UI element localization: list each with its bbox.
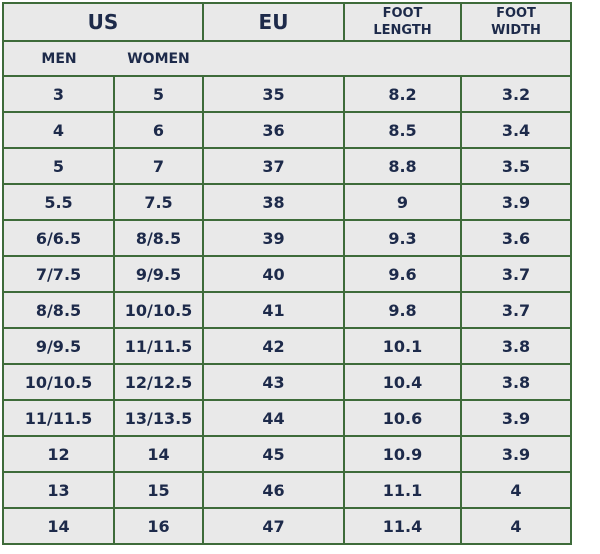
us-women-cell: 12/12.5 — [113, 363, 204, 401]
us-men-cell: 7/7.5 — [2, 255, 115, 293]
us-women-cell: 6 — [113, 111, 204, 149]
foot-width-cell: 3.8 — [460, 327, 572, 365]
us-men-cell: 8/8.5 — [2, 291, 115, 329]
foot-length-cell: 10.4 — [343, 363, 462, 401]
foot-width-cell: 3.9 — [460, 183, 572, 221]
size-row: 5.5 7.5 38 9 3.9 — [2, 183, 572, 221]
us-men-cell: 14 — [2, 507, 115, 545]
size-row: 9/9.5 11/11.5 42 10.1 3.8 — [2, 327, 572, 365]
size-row: 4 6 36 8.5 3.4 — [2, 111, 572, 149]
us-men-cell: 6/6.5 — [2, 219, 115, 257]
foot-length-cell: 9.3 — [343, 219, 462, 257]
foot-length-cell: 8.5 — [343, 111, 462, 149]
eu-cell: 40 — [202, 255, 345, 293]
foot-length-cell: 8.2 — [343, 75, 462, 113]
us-women-cell: 10/10.5 — [113, 291, 204, 329]
us-men-cell: 5.5 — [2, 183, 115, 221]
eu-cell: 45 — [202, 435, 345, 473]
us-men-cell: 9/9.5 — [2, 327, 115, 365]
foot-width-cell: 4 — [460, 471, 572, 509]
size-row: 3 5 35 8.2 3.2 — [2, 75, 572, 113]
foot-width-cell: 4 — [460, 507, 572, 545]
size-row: 8/8.5 10/10.5 41 9.8 3.7 — [2, 291, 572, 329]
eu-cell: 42 — [202, 327, 345, 365]
us-men-cell: 4 — [2, 111, 115, 149]
us-men-cell: 13 — [2, 471, 115, 509]
foot-length-cell: 11.4 — [343, 507, 462, 545]
us-men-cell: 5 — [2, 147, 115, 185]
us-men-cell: 10/10.5 — [2, 363, 115, 401]
eu-cell: 44 — [202, 399, 345, 437]
size-chart: US EU FOOT LENGTH FOOT WIDTH MEN WOMEN 3… — [2, 2, 572, 545]
us-men-cell: 12 — [2, 435, 115, 473]
size-row: 14 16 47 11.4 4 — [2, 507, 572, 545]
foot-length-cell: 9.6 — [343, 255, 462, 293]
us-women-cell: 14 — [113, 435, 204, 473]
us-women-cell: 15 — [113, 471, 204, 509]
header-foot-length: FOOT LENGTH — [343, 2, 462, 42]
foot-length-cell: 10.6 — [343, 399, 462, 437]
foot-width-cell: 3.9 — [460, 399, 572, 437]
us-women-cell: 13/13.5 — [113, 399, 204, 437]
us-men-cell: 3 — [2, 75, 115, 113]
eu-cell: 47 — [202, 507, 345, 545]
foot-width-cell: 3.7 — [460, 291, 572, 329]
us-women-cell: 5 — [113, 75, 204, 113]
us-women-cell: 7 — [113, 147, 204, 185]
foot-length-cell: 8.8 — [343, 147, 462, 185]
foot-width-cell: 3.2 — [460, 75, 572, 113]
foot-width-cell: 3.9 — [460, 435, 572, 473]
subheader-empty — [203, 40, 572, 77]
foot-length-cell: 10.1 — [343, 327, 462, 365]
foot-length-cell: 11.1 — [343, 471, 462, 509]
header-us: US — [2, 2, 204, 42]
header-foot-width: FOOT WIDTH — [460, 2, 572, 42]
us-women-cell: 16 — [113, 507, 204, 545]
size-row: 12 14 45 10.9 3.9 — [2, 435, 572, 473]
eu-cell: 35 — [202, 75, 345, 113]
foot-width-cell: 3.4 — [460, 111, 572, 149]
subheader-men: MEN — [2, 40, 114, 77]
eu-cell: 38 — [202, 183, 345, 221]
eu-cell: 43 — [202, 363, 345, 401]
eu-cell: 39 — [202, 219, 345, 257]
header-text: FOOT LENGTH — [373, 6, 432, 38]
subheader-women: WOMEN — [114, 40, 203, 77]
foot-length-cell: 10.9 — [343, 435, 462, 473]
size-row: 6/6.5 8/8.5 39 9.3 3.6 — [2, 219, 572, 257]
foot-width-cell: 3.6 — [460, 219, 572, 257]
foot-width-cell: 3.5 — [460, 147, 572, 185]
header-text: FOOT WIDTH — [491, 6, 541, 38]
size-row: 11/11.5 13/13.5 44 10.6 3.9 — [2, 399, 572, 437]
us-men-cell: 11/11.5 — [2, 399, 115, 437]
header-row: US EU FOOT LENGTH FOOT WIDTH — [2, 2, 572, 42]
header-eu: EU — [202, 2, 345, 42]
eu-cell: 36 — [202, 111, 345, 149]
eu-cell: 37 — [202, 147, 345, 185]
us-women-cell: 8/8.5 — [113, 219, 204, 257]
size-row: 13 15 46 11.1 4 — [2, 471, 572, 509]
foot-width-cell: 3.7 — [460, 255, 572, 293]
eu-cell: 41 — [202, 291, 345, 329]
foot-length-cell: 9.8 — [343, 291, 462, 329]
table-body: US EU FOOT LENGTH FOOT WIDTH MEN WOMEN 3… — [2, 2, 572, 545]
eu-cell: 46 — [202, 471, 345, 509]
foot-length-cell: 9 — [343, 183, 462, 221]
size-row: 10/10.5 12/12.5 43 10.4 3.8 — [2, 363, 572, 401]
size-row: 5 7 37 8.8 3.5 — [2, 147, 572, 185]
size-row: 7/7.5 9/9.5 40 9.6 3.7 — [2, 255, 572, 293]
subheader-row: MEN WOMEN — [2, 40, 572, 77]
foot-width-cell: 3.8 — [460, 363, 572, 401]
us-women-cell: 11/11.5 — [113, 327, 204, 365]
us-women-cell: 7.5 — [113, 183, 204, 221]
us-women-cell: 9/9.5 — [113, 255, 204, 293]
